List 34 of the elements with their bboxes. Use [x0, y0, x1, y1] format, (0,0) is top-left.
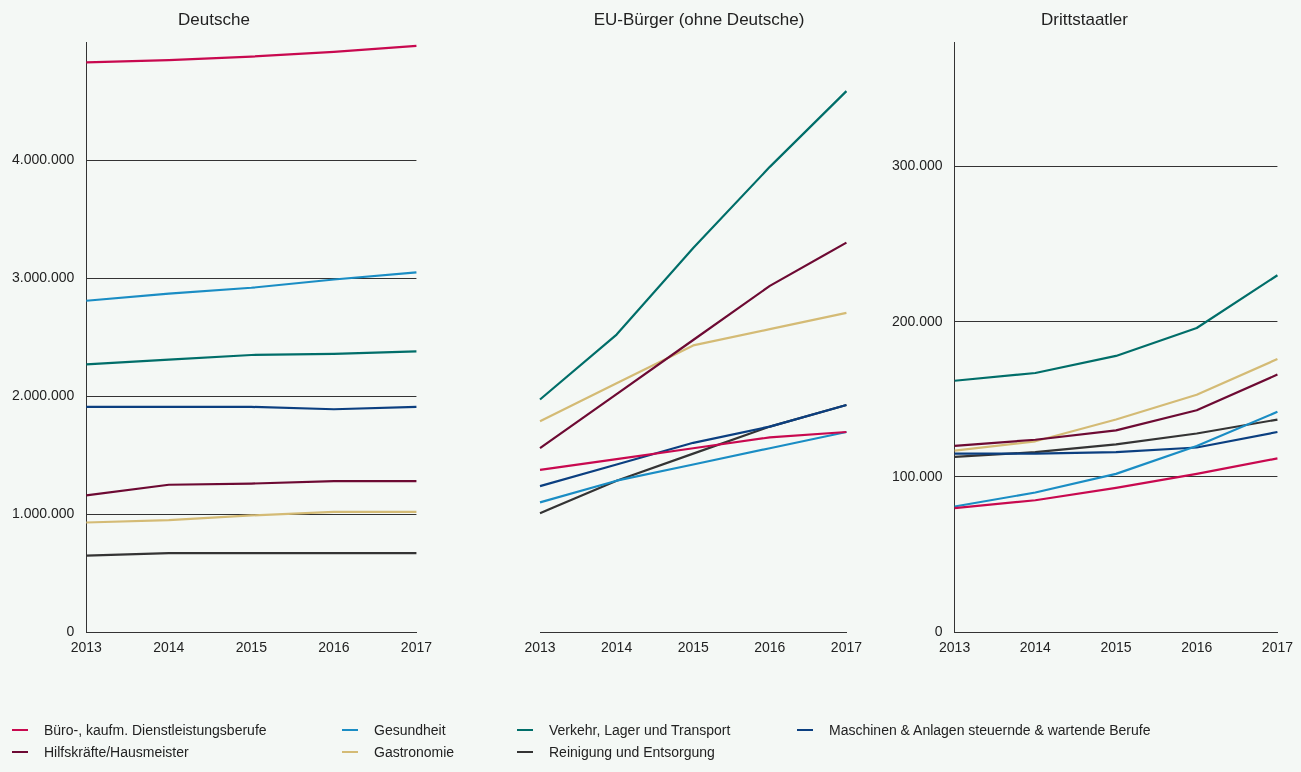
y-tick-label: 300.000	[892, 157, 943, 174]
y-tick-label: 0	[66, 623, 75, 640]
y-tick-label: 0	[934, 623, 943, 640]
legend-label: Maschinen & Anlagen steuernde & wartende Berufe	[829, 722, 1151, 738]
x-tick-label: 2016	[318, 639, 350, 656]
x-tick-label: 2013	[524, 639, 556, 656]
chart-title: EU-Bürger (ohne Deutsche)	[593, 9, 805, 29]
legend-label: Hilfskräfte/Hausmeister	[44, 744, 189, 760]
legend-label: Reinigung und Entsorgung	[549, 744, 715, 760]
y-tick-label: 100.000	[892, 467, 943, 484]
y-tick-label: 1.000.000	[11, 505, 75, 522]
y-tick-label: 3.000.000	[11, 269, 75, 286]
x-tick-label: 2014	[1019, 639, 1052, 656]
x-tick-label: 2017	[1261, 639, 1294, 656]
x-tick-label: 2014	[153, 639, 185, 656]
chart-title: Drittstaatler	[1041, 9, 1129, 29]
legend-label: Büro-, kaufm. Dienstleistungsberufe	[44, 722, 267, 738]
x-tick-label: 2016	[754, 639, 786, 656]
x-tick-label: 2013	[70, 639, 103, 656]
legend-label: Gesundheit	[374, 722, 446, 738]
x-tick-label: 2017	[830, 639, 863, 656]
x-tick-label: 2015	[677, 639, 709, 656]
x-tick-label: 2015	[235, 639, 268, 656]
x-tick-label: 2014	[601, 639, 633, 656]
legend-label: Gastronomie	[374, 744, 455, 760]
y-tick-label: 2.000.000	[11, 387, 75, 404]
chart-title: Deutsche	[178, 9, 250, 29]
legend-label: Verkehr, Lager und Transport	[549, 722, 731, 738]
x-tick-label: 2013	[939, 639, 971, 656]
x-tick-label: 2016	[1181, 639, 1213, 656]
y-tick-label: 200.000	[892, 312, 943, 329]
x-tick-label: 2017	[400, 639, 433, 656]
y-tick-label: 4.000.000	[11, 151, 75, 168]
x-tick-label: 2015	[1100, 639, 1132, 656]
